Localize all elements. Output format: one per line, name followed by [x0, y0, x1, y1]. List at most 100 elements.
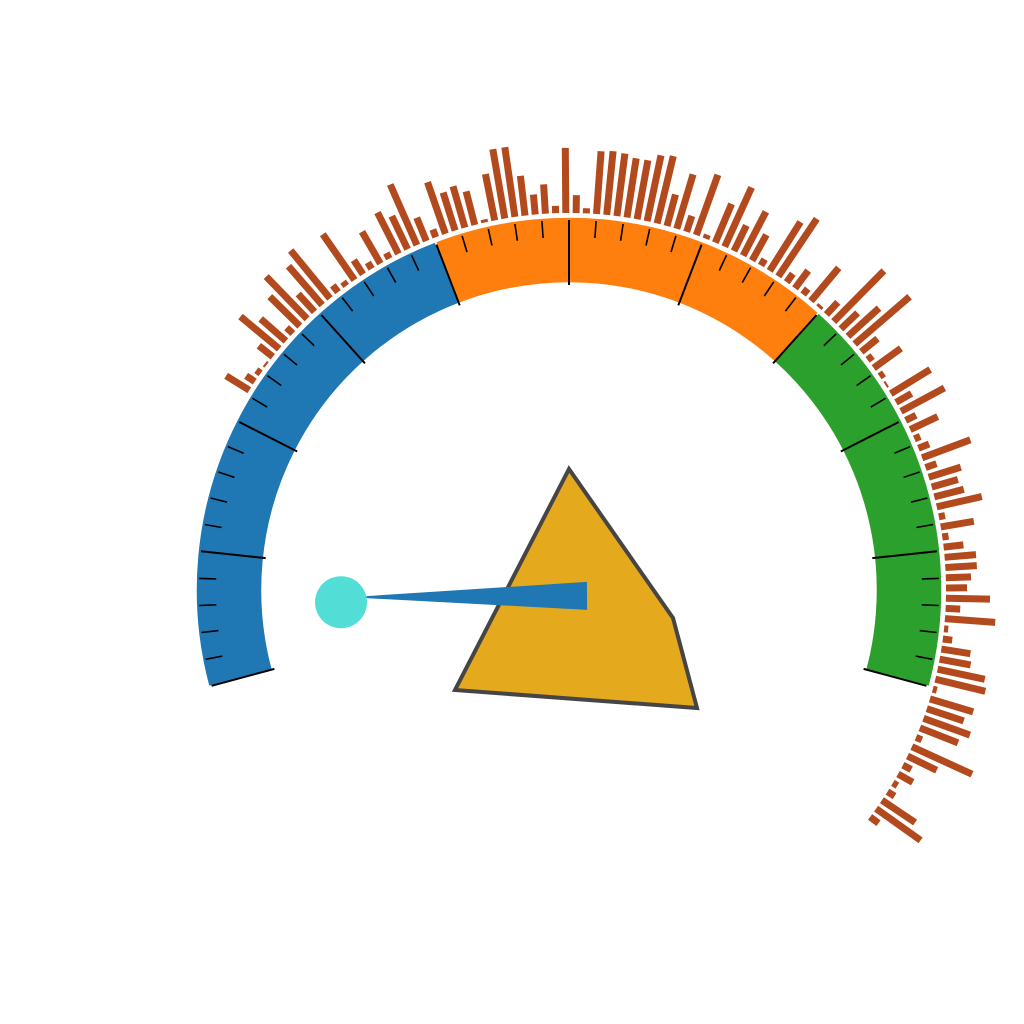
- minor-tick: [903, 471, 920, 479]
- minor-tick: [921, 604, 939, 607]
- gauge-bands: [195, 216, 943, 688]
- histogram-bar: [877, 370, 886, 380]
- histogram-bar: [238, 313, 282, 352]
- histogram-bar: [940, 645, 971, 658]
- histogram-bar: [943, 541, 964, 551]
- histogram-bar: [883, 380, 889, 388]
- histogram-bar: [284, 325, 296, 337]
- histogram-bar: [931, 685, 938, 694]
- minor-tick: [514, 223, 519, 241]
- minor-tick: [386, 267, 397, 283]
- minor-tick: [919, 629, 937, 634]
- minor-tick: [461, 235, 468, 253]
- histogram-bar: [928, 695, 975, 716]
- minor-tick: [856, 375, 872, 387]
- histogram-bar: [254, 367, 263, 377]
- histogram-bar: [879, 797, 918, 826]
- histogram-bar: [935, 493, 983, 511]
- histogram-bar: [730, 223, 750, 253]
- histogram-bar: [894, 390, 914, 406]
- histogram-bar: [792, 268, 812, 291]
- histogram-bar: [693, 173, 722, 237]
- major-tick: [238, 421, 298, 453]
- minor-tick: [870, 397, 886, 408]
- gauge-ticks: [199, 220, 939, 687]
- minor-tick: [784, 297, 797, 312]
- histogram-bar: [501, 146, 519, 218]
- histogram-bar: [940, 517, 975, 531]
- histogram-bar: [838, 310, 861, 332]
- histogram-bar: [603, 150, 617, 216]
- histogram-bar: [413, 216, 430, 243]
- major-tick: [772, 314, 818, 364]
- histogram-bar: [924, 460, 938, 471]
- histogram-bar: [330, 283, 341, 295]
- histogram-bar: [319, 232, 358, 282]
- histogram-bar: [859, 335, 880, 355]
- minor-tick: [763, 281, 775, 297]
- histogram-bar: [930, 476, 959, 491]
- major-tick: [677, 244, 703, 306]
- histogram-bar: [262, 360, 269, 368]
- minor-tick: [894, 445, 911, 454]
- histogram-bar: [386, 183, 421, 247]
- histogram-bar: [561, 147, 570, 214]
- histogram-bar: [941, 532, 950, 541]
- minor-tick: [594, 220, 597, 238]
- histogram-bar: [287, 248, 333, 301]
- histogram-bar: [934, 675, 987, 695]
- histogram-bar: [917, 440, 931, 452]
- histogram-bar: [295, 291, 318, 315]
- needle-tip-circle: [315, 576, 367, 629]
- minor-tick: [227, 445, 244, 454]
- major-tick: [320, 314, 366, 364]
- histogram-bar: [867, 814, 881, 827]
- histogram-bar: [783, 271, 796, 285]
- histogram-bar: [914, 734, 924, 744]
- histogram-bar: [891, 779, 900, 789]
- histogram-bar: [845, 305, 882, 339]
- histogram-bar: [462, 190, 479, 226]
- histogram-bar: [938, 512, 946, 521]
- minor-tick: [915, 655, 933, 661]
- histogram-bar: [540, 184, 549, 214]
- major-tick: [863, 667, 927, 687]
- histogram-bar: [888, 366, 933, 397]
- minor-tick: [218, 471, 235, 479]
- histogram-bar: [643, 154, 665, 222]
- histogram-bar: [899, 384, 947, 415]
- major-tick: [840, 421, 900, 453]
- histogram-bar: [388, 214, 411, 251]
- histogram-bar: [910, 743, 974, 778]
- histogram-bar: [702, 233, 711, 240]
- histogram-bar: [913, 433, 922, 443]
- histogram-bar: [749, 233, 770, 263]
- histogram-bar: [340, 279, 350, 288]
- minor-tick: [363, 281, 375, 297]
- minor-tick: [541, 220, 544, 238]
- gauge-band-3: [773, 311, 943, 688]
- histogram-bar: [925, 705, 965, 725]
- histogram-bar: [633, 159, 652, 220]
- histogram-bar: [945, 604, 961, 613]
- minor-tick: [823, 333, 837, 347]
- histogram-bar: [800, 286, 811, 297]
- histogram-bar: [593, 150, 605, 215]
- histogram-bar: [945, 573, 972, 582]
- minor-tick: [199, 604, 217, 607]
- histogram-bar: [480, 218, 489, 224]
- minor-tick: [670, 235, 677, 253]
- histogram-bar: [673, 173, 697, 230]
- gauge-needle: [315, 576, 588, 629]
- minor-tick: [266, 375, 282, 387]
- major-tick: [211, 667, 275, 687]
- histogram-bar: [933, 485, 965, 501]
- histogram-bar: [449, 185, 469, 229]
- minor-tick: [487, 228, 493, 246]
- minor-tick: [921, 577, 939, 580]
- histogram-bar: [874, 805, 923, 844]
- minor-tick: [283, 353, 298, 366]
- minor-tick: [341, 297, 354, 312]
- major-tick: [200, 550, 266, 560]
